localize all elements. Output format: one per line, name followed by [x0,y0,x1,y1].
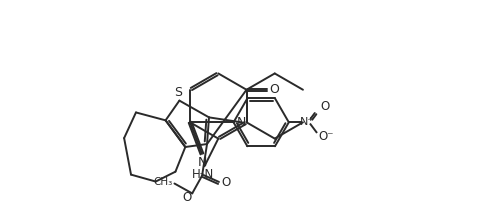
Text: O: O [182,191,192,204]
Text: CH₃: CH₃ [153,176,172,187]
Text: N⁺: N⁺ [300,117,314,127]
Text: H₂N: H₂N [191,168,213,181]
Text: N: N [198,156,208,169]
Text: O: O [321,100,330,113]
Text: N: N [237,116,246,129]
Text: O: O [221,176,230,189]
Text: O: O [269,83,279,96]
Text: O⁻: O⁻ [318,130,334,143]
Text: S: S [174,86,182,99]
